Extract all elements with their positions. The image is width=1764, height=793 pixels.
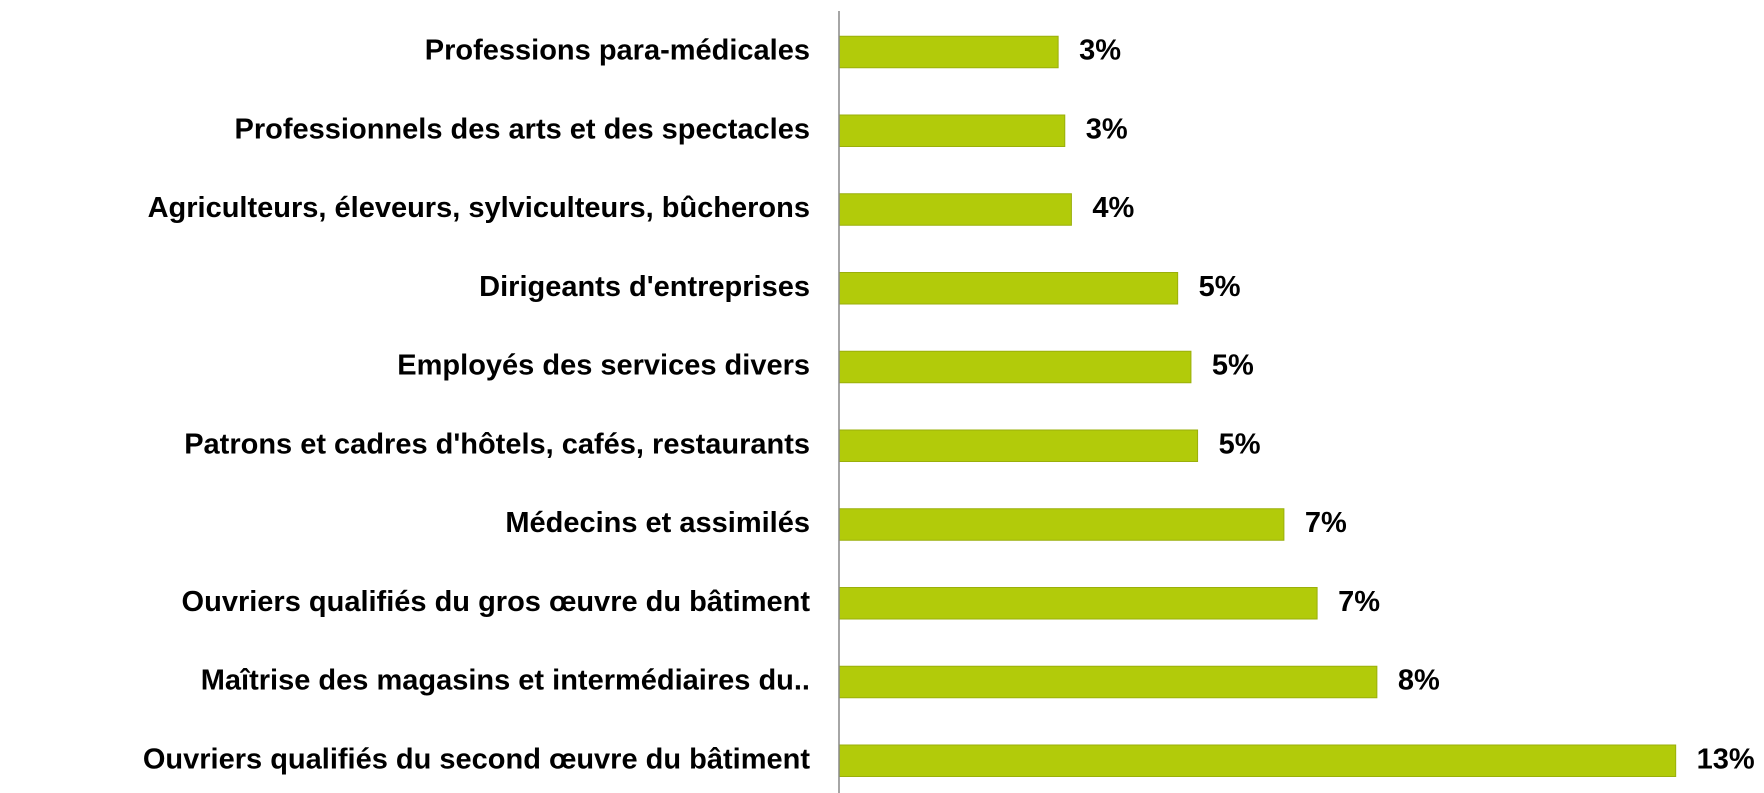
bar [838,508,1285,541]
y-tick-label: Maîtrise des magasins et intermédiaires … [201,665,810,697]
data-label: 5% [1212,350,1254,382]
y-tick-label: Ouvriers qualifiés du second œuvre du bâ… [143,743,810,775]
data-label: 5% [1199,271,1241,303]
y-tick-label: Ouvriers qualifiés du gros œuvre du bâti… [182,586,811,618]
data-label: 7% [1338,586,1380,618]
data-label: 5% [1219,428,1261,460]
bar [838,429,1199,462]
y-tick-label: Agriculteurs, éleveurs, sylviculteurs, b… [148,192,810,224]
bar [838,193,1072,226]
bar [838,272,1179,305]
bar [838,744,1677,777]
bar [838,350,1192,384]
data-label: 13% [1697,743,1755,775]
y-tick-label: Employés des services divers [397,350,810,382]
y-tick-label: Patrons et cadres d'hôtels, cafés, resta… [184,428,810,460]
data-label: 7% [1305,507,1347,539]
bar [838,35,1059,69]
y-tick-label: Professions para-médicales [425,35,810,67]
y-tick-label: Dirigeants d'entreprises [479,271,810,303]
data-label: 8% [1398,665,1440,697]
data-label: 3% [1079,35,1121,67]
bar [838,665,1378,699]
data-label: 4% [1092,192,1134,224]
y-tick-label: Médecins et assimilés [505,507,810,539]
y-tick-label: Professionnels des arts et des spectacle… [235,113,810,145]
data-label: 3% [1086,113,1128,145]
bar [838,587,1318,620]
bar [838,114,1066,147]
